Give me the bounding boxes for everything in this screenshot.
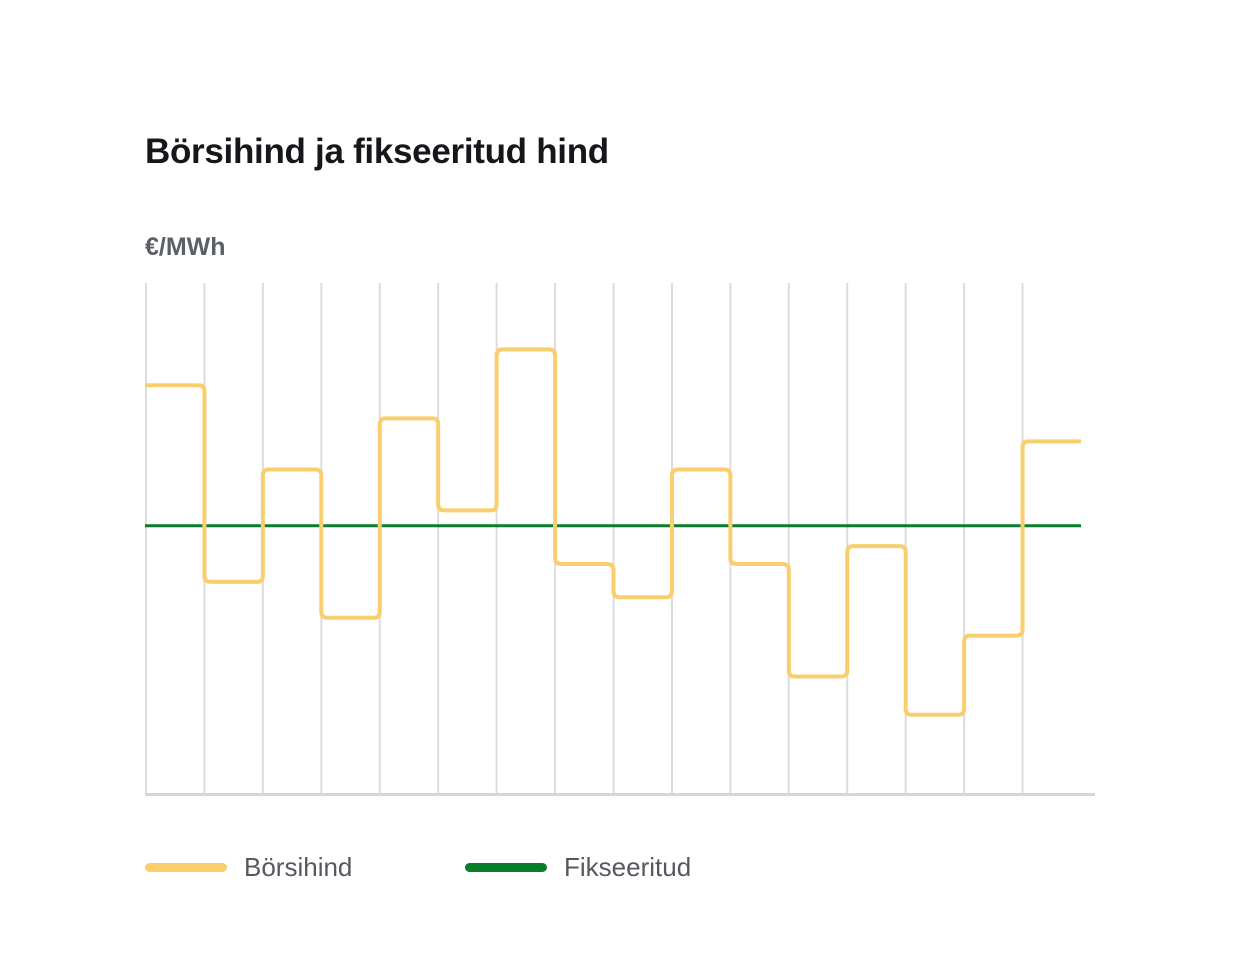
chart-title: Börsihind ja fikseeritud hind	[145, 132, 609, 171]
legend-label-borsihind: Börsihind	[244, 851, 353, 882]
legend-swatch-borsihind	[145, 862, 227, 872]
legend: Börsihind Fikseeritud	[145, 850, 845, 884]
legend-item-fikseeritud: Fikseeritud	[465, 850, 691, 884]
series-layer	[145, 347, 1081, 717]
grid-lines	[145, 283, 1024, 794]
legend-item-borsihind: Börsihind	[145, 850, 352, 884]
legend-label-fikseeritud: Fikseeritud	[564, 851, 692, 882]
legend-swatch-fikseeritud	[465, 862, 547, 872]
y-axis-unit-label: €/MWh	[145, 233, 226, 261]
series-line-borsihind	[145, 347, 1081, 717]
